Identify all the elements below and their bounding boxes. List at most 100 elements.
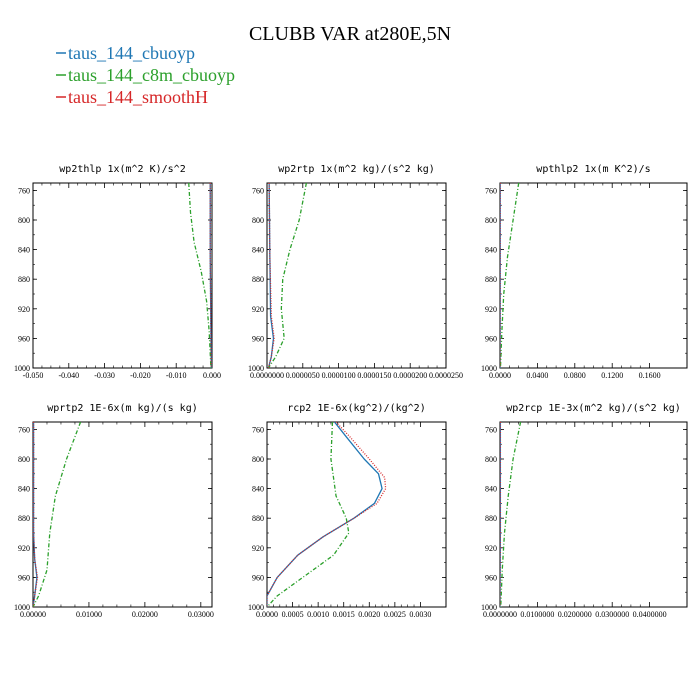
subplot-panel: wp2thlp 1x(m^2 K)/s^2 760 800 840 880 920 960 1… — [14, 164, 221, 380]
series-group — [188, 183, 212, 368]
panels: wp2thlp 1x(m^2 K)/s^2 760 800 840 880 920 960 1… — [14, 164, 688, 619]
series-line — [500, 183, 520, 368]
x-tick-label: 0.0010 — [307, 610, 329, 619]
x-tick-label: -0.020 — [130, 371, 151, 380]
y-tick-label: 880 — [485, 514, 497, 523]
x-tick-label: -0.030 — [94, 371, 115, 380]
x-tick-label: 0.0020 — [358, 610, 380, 619]
series-group — [500, 422, 522, 607]
series-line — [267, 422, 383, 607]
plot-frame — [32, 182, 213, 369]
y-tick-label: 880 — [485, 275, 497, 284]
y-tick-label: 920 — [485, 305, 497, 314]
y-tick-label: 840 — [18, 246, 30, 255]
series-line — [188, 183, 212, 368]
x-tick-label: -0.040 — [58, 371, 79, 380]
series-line — [209, 183, 212, 368]
y-tick-label: 1000 — [481, 603, 497, 612]
y-tick-label: 840 — [252, 485, 264, 494]
y-tick-label: 760 — [252, 425, 264, 434]
x-tick-label: 0.02000 — [132, 610, 158, 619]
x-tick-label: 0.0000 — [489, 371, 511, 380]
y-tick-label: 1000 — [14, 364, 30, 373]
legend: taus_144_cbuoyp taus_144_c8m_cbuoyp taus… — [56, 43, 235, 107]
subplot-title: wprtp2 1E-6x(m kg)/(s kg) — [47, 403, 198, 414]
y-tick-label: 760 — [485, 186, 497, 195]
x-tick-label: 0.0000 — [256, 610, 278, 619]
x-tick-label: 0.03000 — [188, 610, 214, 619]
y-tick-label: 960 — [18, 573, 30, 582]
y-tick-label: 840 — [252, 246, 264, 255]
x-tick-label: 0.0000050 — [286, 371, 320, 380]
x-tick-label: 0.0005 — [282, 610, 304, 619]
legend-label: taus_144_cbuoyp — [68, 43, 195, 63]
y-tick-label: 880 — [18, 275, 30, 284]
x-tick-label: 0.0000100 — [322, 371, 356, 380]
x-tick-label: 0.1200 — [601, 371, 623, 380]
y-tick-label: 800 — [252, 455, 264, 464]
y-tick-label: 840 — [485, 246, 497, 255]
x-tick-label: 0.0400 — [526, 371, 548, 380]
x-tick-label: 0.000 — [203, 371, 221, 380]
y-tick-label: 880 — [18, 514, 30, 523]
subplot-title: wpthlp2 1x(m K^2)/s — [536, 164, 650, 175]
plot-frame — [499, 182, 688, 369]
plot-frame — [32, 421, 213, 608]
y-tick-label: 920 — [252, 305, 264, 314]
x-tick-label: 0.0015 — [333, 610, 355, 619]
y-tick-label: 880 — [252, 514, 264, 523]
y-tick-label: 760 — [485, 425, 497, 434]
y-tick-label: 1000 — [14, 603, 30, 612]
y-tick-label: 760 — [18, 186, 30, 195]
subplot-title: wp2rtp 1x(m^2 kg)/(s^2 kg) — [278, 164, 435, 175]
x-tick-label: 0.0000200 — [393, 371, 427, 380]
subplot-title: wp2rcp 1E-3x(m^2 kg)/(s^2 kg) — [506, 403, 681, 414]
series-line — [267, 422, 387, 607]
legend-entry: taus_144_cbuoyp — [56, 43, 195, 63]
series-group — [267, 422, 387, 607]
series-line — [33, 422, 39, 607]
y-tick-label: 880 — [252, 275, 264, 284]
y-tick-label: 1000 — [481, 364, 497, 373]
x-tick-label: 0.01000 — [76, 610, 102, 619]
y-tick-label: 920 — [252, 544, 264, 553]
y-tick-label: 920 — [485, 544, 497, 553]
subplot-panel: wp2rtp 1x(m^2 kg)/(s^2 kg) 760 800 840 880 92… — [248, 164, 463, 380]
y-tick-label: 960 — [252, 573, 264, 582]
x-tick-label: 0.0000150 — [357, 371, 391, 380]
series-line — [267, 183, 308, 368]
x-tick-label: 0.0400000 — [633, 610, 667, 619]
y-tick-label: 1000 — [248, 603, 264, 612]
legend-label: taus_144_c8m_cbuoyp — [68, 65, 235, 85]
subplot-panel: wp2rcp 1E-3x(m^2 kg)/(s^2 kg) 760 800 840 88… — [481, 403, 688, 619]
plot-frame — [499, 421, 688, 608]
x-tick-label: 0.0200000 — [558, 610, 592, 619]
y-tick-label: 840 — [485, 485, 497, 494]
y-tick-label: 960 — [252, 334, 264, 343]
x-tick-label: 0.0800 — [564, 371, 586, 380]
figure-title: CLUBB VAR at280E,5N — [249, 23, 451, 45]
series-line — [267, 422, 350, 607]
x-tick-label: 0.0000000 — [483, 610, 517, 619]
x-tick-label: 0.0025 — [384, 610, 406, 619]
x-tick-label: 0.0030 — [409, 610, 431, 619]
legend-label: taus_144_smoothH — [68, 87, 208, 107]
y-tick-label: 800 — [485, 455, 497, 464]
y-tick-label: 800 — [18, 216, 30, 225]
subplot-title: rcp2 1E-6x(kg^2)/(kg^2) — [287, 403, 425, 414]
series-group — [500, 183, 520, 368]
subplot-panel: wpthlp2 1x(m K^2)/s 760 800 840 880 920 960 100… — [481, 164, 688, 380]
x-tick-label: 0.0100000 — [520, 610, 554, 619]
series-group — [33, 422, 82, 607]
x-tick-label: 0.0000250 — [429, 371, 463, 380]
series-line — [267, 183, 275, 368]
subplot-panel: rcp2 1E-6x(kg^2)/(kg^2) 760 800 840 880 920 96… — [248, 403, 447, 619]
series-line — [500, 422, 522, 607]
y-tick-label: 960 — [18, 334, 30, 343]
plot-frame — [266, 182, 447, 369]
x-tick-label: 0.1600 — [639, 371, 661, 380]
legend-entry: taus_144_smoothH — [56, 87, 208, 107]
y-tick-label: 1000 — [248, 364, 264, 373]
series-line — [33, 422, 82, 607]
